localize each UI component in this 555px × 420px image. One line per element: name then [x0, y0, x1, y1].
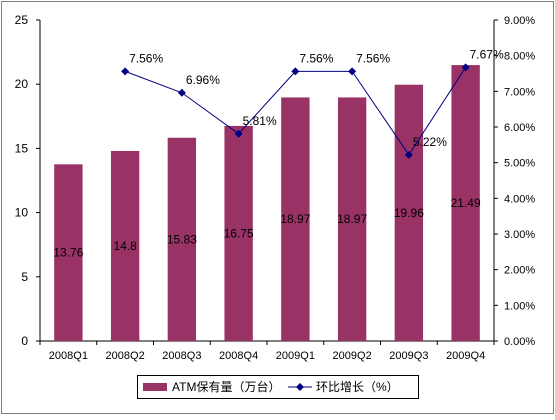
line-data-label: 7.56% [129, 51, 163, 65]
bar [281, 97, 310, 341]
bar-data-label: 18.97 [280, 212, 310, 226]
line-marker [348, 67, 357, 76]
bar [224, 125, 253, 342]
right-axis-tick-label: 7.00% [504, 86, 535, 98]
bar-series [54, 65, 480, 342]
line-data-label: 7.67% [470, 47, 504, 61]
x-axis-tick-label: 2009Q1 [276, 350, 315, 362]
line-marker [234, 129, 243, 138]
legend-box [137, 375, 419, 399]
line-data-label: 5.22% [413, 135, 447, 149]
line-data-labels: 7.56% 6.96% 5.81% 7.56% 7.56% 5.22% 7.67% [129, 47, 504, 148]
left-axis-tick-label: 25 [15, 13, 29, 27]
line-marker [404, 150, 413, 159]
legend-line-label: 环比增长（%） [316, 380, 399, 394]
bar [337, 97, 367, 341]
bar [110, 150, 140, 341]
left-axis-tick-label: 10 [15, 206, 29, 220]
x-axis: 2008Q1 2008Q2 2008Q3 2008Q4 2009Q1 2009Q2 2009… [39, 340, 495, 362]
line-marker [121, 67, 130, 76]
x-axis-tick-label: 2009Q4 [446, 350, 485, 362]
line-marker [461, 63, 470, 72]
bar-data-label: 19.96 [394, 206, 424, 220]
right-axis-tick-label: 4.00% [504, 193, 535, 205]
left-y-axis: 0 5 10 15 20 25 [15, 13, 41, 348]
legend: ATM保有量（万台） 环比增长（%） [137, 375, 419, 399]
line-marker [291, 67, 300, 76]
bar [451, 65, 480, 342]
bar-data-label: 21.49 [451, 196, 481, 210]
bar [54, 164, 83, 341]
x-axis-tick-label: 2009Q2 [333, 350, 372, 362]
line-data-label: 7.56% [356, 51, 390, 65]
bar-data-label: 13.76 [53, 246, 83, 260]
x-axis-tick-label: 2008Q2 [106, 350, 145, 362]
left-axis-tick-label: 15 [15, 141, 29, 155]
line-marker [177, 88, 186, 97]
x-axis-tick-label: 2008Q4 [219, 350, 258, 362]
line-series [121, 63, 470, 159]
line-data-label: 7.56% [299, 51, 333, 65]
legend-bar-swatch [143, 383, 167, 391]
left-axis-tick-label: 5 [21, 270, 28, 284]
bar-data-label: 15.83 [167, 232, 197, 246]
right-axis-tick-label: 1.00% [504, 300, 535, 312]
bar [167, 137, 197, 341]
bar-data-label: 18.97 [337, 212, 367, 226]
bar [394, 84, 424, 342]
right-axis-tick-label: 6.00% [504, 122, 535, 134]
right-axis-tick-label: 5.00% [504, 158, 535, 170]
x-axis-tick-label: 2008Q1 [49, 350, 88, 362]
bar-data-label: 14.8 [113, 239, 137, 253]
right-y-axis: 0.00% 1.00% 2.00% 3.00% 4.00% 5.00% 6.00% 7.00%… [493, 15, 535, 348]
x-axis-tick-label: 2008Q3 [162, 350, 201, 362]
right-axis-tick-label: 3.00% [504, 229, 535, 241]
x-axis-tick-label: 2009Q3 [389, 350, 428, 362]
left-axis-tick-label: 0 [21, 334, 28, 348]
right-axis-tick-label: 9.00% [504, 15, 535, 27]
line-data-label: 5.81% [243, 114, 277, 128]
right-axis-tick-label: 0.00% [504, 336, 535, 348]
line-data-label: 6.96% [186, 73, 220, 87]
legend-line-marker [296, 383, 304, 391]
bar-data-labels: 13.76 14.8 15.83 16.75 18.97 18.97 19.96 21.49 [53, 196, 481, 260]
right-axis-tick-label: 2.00% [504, 265, 535, 277]
left-axis-tick-label: 20 [15, 77, 29, 91]
legend-bar-label: ATM保有量（万台） [172, 379, 280, 394]
bar-data-label: 16.75 [224, 226, 254, 240]
right-axis-tick-label: 8.00% [504, 51, 535, 63]
